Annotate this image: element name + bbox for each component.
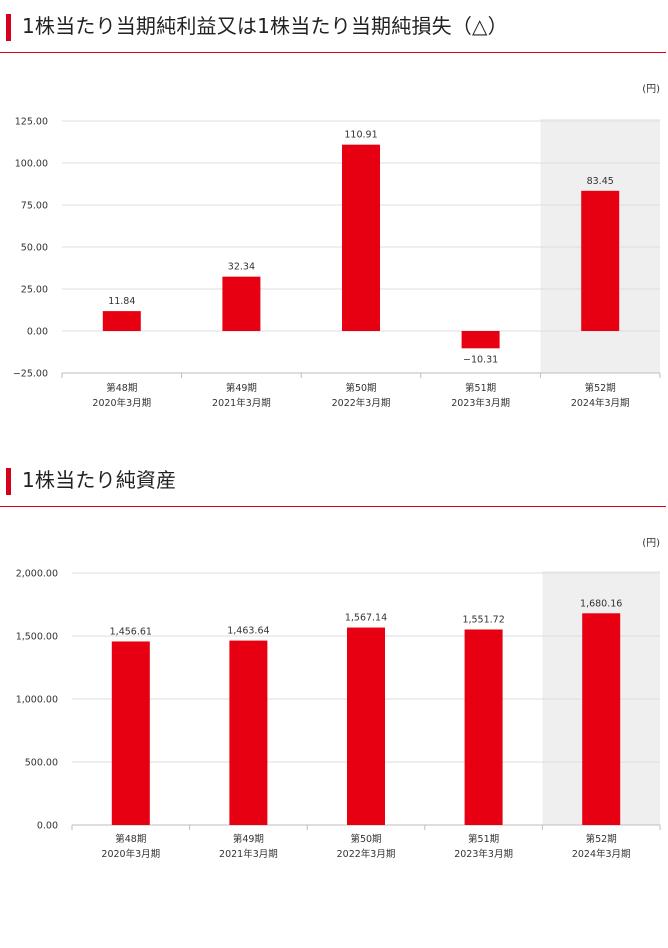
category-sublabel: 2024年3月期 [571,397,630,409]
value-label: 1,567.14 [345,613,387,624]
eps-bar-chart: (円) 125.00 100.00 75.00 50.00 25.00 0.00 −25.00… [13,84,661,409]
header-accent-bar [6,468,11,495]
header-divider [0,52,666,53]
y-tick-label: 0.00 [37,821,58,832]
section-header: 1株当たり純資産 [0,454,666,507]
y-tick-label: −25.00 [13,369,48,380]
bar [582,613,621,825]
value-label: 83.45 [587,176,614,187]
category-label: 第51期 [465,382,496,394]
value-label: 11.84 [108,296,135,307]
category-label: 第50期 [345,382,376,394]
category-label: 第48期 [115,833,146,845]
y-tick-label: 75.00 [21,201,48,212]
bar [461,331,500,349]
value-label: 1,680.16 [580,598,622,609]
y-tick-label: 1,500.00 [16,632,58,643]
category-label: 第49期 [226,382,257,394]
y-tick-label: 125.00 [15,117,48,128]
category-label: 第51期 [468,833,499,845]
bps-section: 1株当たり純資産 (円) 2,000.00 1,500.00 1,000.00 500.… [0,454,668,868]
bar [342,144,380,331]
value-label: 110.91 [344,130,377,141]
bar [222,276,261,331]
header-divider [0,506,666,507]
unit-label: (円) [642,84,660,95]
category-label: 第49期 [233,833,264,845]
y-tick-label: 2,000.00 [16,569,58,580]
section-title: 1株当たり当期純利益又は1株当たり当期純損失（△） [22,14,508,38]
category-sublabel: 2021年3月期 [212,397,271,409]
bar [464,629,503,825]
category-sublabel: 2022年3月期 [337,848,396,860]
y-tick-label: 50.00 [21,243,48,254]
category-label: 第50期 [350,833,381,845]
y-tick-label: 25.00 [21,285,48,296]
header-accent-bar [6,14,11,41]
category-label: 第48期 [106,382,137,394]
bar [102,311,141,331]
eps-section: 1株当たり当期純利益又は1株当たり当期純損失（△） (円) 125.00 100.0… [0,0,668,420]
value-label: 32.34 [228,262,255,273]
section-header: 1株当たり当期純利益又は1株当たり当期純損失（△） [0,0,666,53]
category-sublabel: 2020年3月期 [101,848,160,860]
value-label: 1,463.64 [227,626,269,637]
category-sublabel: 2020年3月期 [92,397,151,409]
y-tick-label: 100.00 [15,159,48,170]
section-title: 1株当たり純資産 [22,468,177,492]
category-label: 第52期 [586,833,617,845]
category-sublabel: 2021年3月期 [219,848,278,860]
value-label: 1,551.72 [462,614,504,625]
bps-bar-chart: (円) 2,000.00 1,500.00 1,000.00 500.00 0.00 1,4… [16,538,661,860]
bar [229,640,268,825]
value-label: 1,456.61 [110,626,152,637]
value-label: −10.31 [463,354,498,365]
category-sublabel: 2022年3月期 [332,397,391,409]
unit-label: (円) [642,538,660,549]
y-tick-label: 500.00 [25,758,58,769]
category-label: 第52期 [585,382,616,394]
category-sublabel: 2024年3月期 [572,848,631,860]
category-sublabel: 2023年3月期 [451,397,510,409]
y-tick-label: 0.00 [27,327,48,338]
bar [111,641,150,825]
y-tick-label: 1,000.00 [16,695,58,706]
bar [347,627,385,825]
category-sublabel: 2023年3月期 [454,848,513,860]
bar [581,190,620,331]
